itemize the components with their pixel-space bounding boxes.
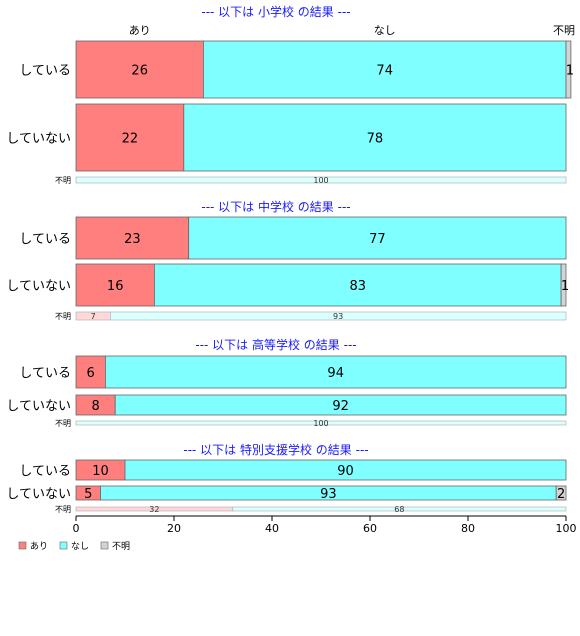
data-label: 26 <box>131 64 148 79</box>
bar-segment-nashi <box>114 394 567 416</box>
data-label: 6 <box>87 366 95 381</box>
data-label: 94 <box>327 366 344 381</box>
legend-swatch-ari <box>18 541 27 550</box>
data-label: 23 <box>124 232 141 247</box>
data-label: 92 <box>332 399 349 414</box>
data-label: 74 <box>376 64 393 79</box>
row-label: していない <box>6 487 71 502</box>
data-label: 68 <box>394 505 404 514</box>
data-label: 1 <box>566 64 574 79</box>
bar-segment-nashi <box>188 216 567 260</box>
bar-segment-nashi <box>105 355 567 389</box>
bar-segment-ari <box>75 263 155 307</box>
row-label: している <box>19 232 71 247</box>
bar-segment-fumei <box>560 263 567 307</box>
data-label: 83 <box>349 279 366 294</box>
data-label: 8 <box>91 399 99 414</box>
data-label: 7 <box>91 312 96 321</box>
bar-segment-ari <box>75 355 106 389</box>
x-tick-label: 20 <box>167 522 181 535</box>
data-label: 16 <box>107 279 124 294</box>
row-label: している <box>19 366 71 381</box>
bar-segment-nashi <box>75 420 567 426</box>
data-label: 90 <box>337 464 354 479</box>
data-label: 77 <box>369 232 386 247</box>
data-label: 32 <box>149 505 159 514</box>
category-header: あり <box>129 24 151 37</box>
row-label: していない <box>6 132 71 147</box>
group-title: --- 以下は 特別支援学校 の結果 --- <box>183 442 368 457</box>
data-label: 93 <box>333 312 343 321</box>
legend-swatch-nashi <box>59 541 68 550</box>
x-tick-label: 0 <box>73 522 80 535</box>
row-label: していない <box>6 279 71 294</box>
legend-label: 不明 <box>112 541 130 552</box>
row-label: していない <box>6 399 71 414</box>
row-label: 不明 <box>55 419 71 428</box>
bar-segment-nashi <box>110 311 567 321</box>
category-header: なし <box>374 24 396 37</box>
row-label: 不明 <box>55 312 71 321</box>
bar-segment-nashi <box>124 459 567 481</box>
category-header: 不明 <box>553 24 575 37</box>
data-label: 100 <box>313 176 328 185</box>
bar-segment-fumei <box>555 485 567 501</box>
data-label: 1 <box>561 279 569 294</box>
legend-swatch-fumei <box>100 541 109 550</box>
bar-segment-ari <box>75 40 204 99</box>
row-label: 不明 <box>55 505 71 514</box>
data-label: 100 <box>313 419 328 428</box>
bar-segment-nashi <box>183 103 567 172</box>
group-title: --- 以下は 中学校 の結果 --- <box>201 199 350 214</box>
data-label: 22 <box>122 132 139 147</box>
x-tick-label: 80 <box>461 522 475 535</box>
row-label: 不明 <box>55 176 71 185</box>
bar-segment-ari <box>75 216 190 260</box>
x-tick-label: 100 <box>556 522 577 535</box>
data-label: 10 <box>92 464 109 479</box>
data-label: 2 <box>557 487 565 502</box>
row-label: している <box>19 464 71 479</box>
bar-segment-nashi <box>75 176 567 184</box>
data-label: 78 <box>367 132 384 147</box>
group-title: --- 以下は 高等学校 の結果 --- <box>195 337 356 352</box>
bar-segment-nashi <box>153 263 562 307</box>
data-label: 5 <box>84 487 92 502</box>
x-tick-label: 60 <box>363 522 377 535</box>
group-title: --- 以下は 小学校 の結果 --- <box>201 4 350 19</box>
bar-segment-fumei <box>565 40 572 99</box>
x-tick-label: 40 <box>265 522 279 535</box>
legend-label: なし <box>71 541 89 552</box>
bar-segment-nashi <box>232 506 567 512</box>
row-label: している <box>19 64 71 79</box>
bar-segment-nashi <box>202 40 567 99</box>
legend-label: あり <box>30 541 48 552</box>
data-label: 93 <box>320 487 337 502</box>
